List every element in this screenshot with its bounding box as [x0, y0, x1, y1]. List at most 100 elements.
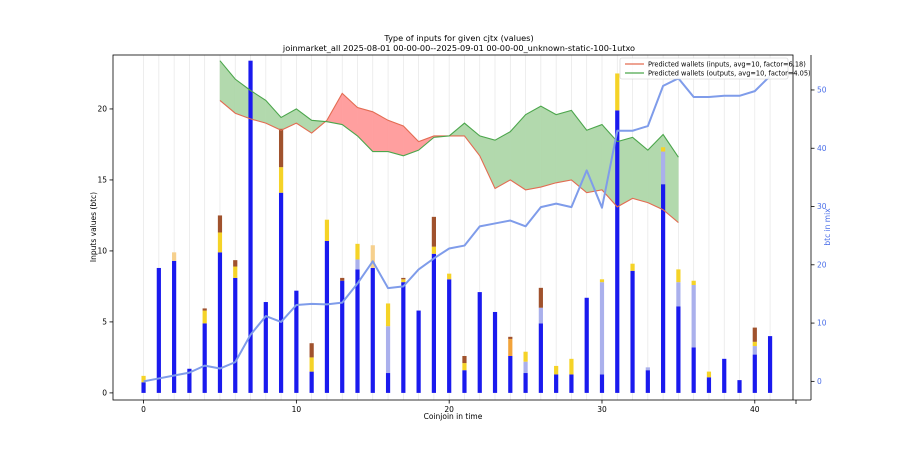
x-tick-label: 0 [141, 405, 146, 414]
fill-between-segment [647, 134, 664, 211]
bar-segment [661, 151, 666, 185]
fill-between-segment [219, 60, 236, 114]
y2-tick-label: 30 [817, 202, 827, 211]
btc-in-mix-line [143, 75, 771, 383]
bar-segment [278, 128, 284, 168]
fill-between-segment [617, 137, 633, 208]
bar-segment [233, 266, 238, 278]
bar-segment [172, 260, 177, 393]
bar-segment [141, 375, 146, 383]
bar-segment [706, 371, 712, 378]
y2-tick-label: 40 [817, 144, 827, 153]
bar-segment [233, 277, 238, 393]
y2-tick-label: 20 [817, 260, 827, 269]
y2-tick-label: 0 [817, 377, 822, 386]
fill-between-segment [479, 135, 496, 189]
y-axis-label: Inputs values (btc) [89, 192, 98, 262]
bar-segment [523, 361, 528, 374]
x-tick-label: 10 [292, 405, 302, 414]
bar-segment [661, 184, 666, 393]
bar-segment [462, 370, 467, 393]
bar-segment [661, 147, 666, 152]
chart-subtitle: joinmarket_all 2025-08-01 00-00-00--2025… [282, 43, 635, 53]
fill-between-segment [525, 105, 542, 191]
bar-segment [538, 287, 543, 308]
bar-segment [202, 310, 207, 324]
bar-segment [217, 215, 223, 233]
bar-segment [462, 355, 467, 364]
bar-segment [217, 232, 223, 253]
bar-segment [263, 302, 268, 393]
bar-segment [248, 60, 253, 393]
x-tick-label: 40 [750, 405, 760, 414]
bar-segment [767, 336, 773, 393]
bar-segment [294, 290, 299, 393]
bar-segment [217, 252, 223, 393]
legend: Predicted wallets (inputs, avg=10, facto… [619, 57, 811, 80]
y2-tick-label: 10 [817, 319, 827, 328]
bar-segment [477, 292, 482, 393]
bar-segment [508, 336, 513, 339]
bar-segment [401, 277, 406, 280]
bar-segment [187, 368, 192, 393]
bar-segment [401, 282, 406, 393]
bar-segment [691, 280, 696, 285]
legend-box [619, 57, 789, 80]
bar-segment [340, 277, 345, 281]
fill-between-segment [632, 136, 649, 203]
bar-segment [447, 273, 452, 280]
bar-segment [599, 279, 605, 283]
fill-between-segment [510, 114, 526, 191]
bar-segment [676, 269, 681, 283]
bars [141, 60, 773, 393]
bar-segment [355, 259, 360, 270]
x-tick-label: 30 [597, 405, 607, 414]
bar-segment [156, 267, 161, 393]
bar-segment [324, 219, 330, 241]
bar-segment [309, 357, 314, 372]
bar-segment [676, 306, 681, 393]
bar-segment [385, 373, 391, 393]
bar-segment [645, 370, 650, 393]
bar-segment [538, 307, 543, 324]
bar-segment [676, 282, 681, 307]
bar-segment [752, 327, 757, 342]
bar-segment [324, 240, 330, 393]
bar-segment [462, 363, 467, 371]
bar-segment [737, 380, 742, 393]
fill-between-segment [586, 124, 603, 193]
bar-segment [645, 367, 650, 371]
y2-axis-label: btc in mix [823, 208, 832, 246]
bar-segment [431, 216, 436, 247]
x-axis-label: Coinjoin in time [424, 412, 483, 421]
bar-segment [202, 323, 207, 393]
bar-segment [554, 374, 559, 393]
legend-label-inputs: Predicted wallets (inputs, avg=10, facto… [648, 61, 806, 69]
x-axis: 0 10 20 30 40 [141, 400, 760, 414]
bar-segment [278, 167, 284, 193]
fill-between-segment [571, 109, 587, 194]
bar-segment [615, 73, 620, 111]
bar-segment [706, 377, 712, 393]
bar-segment [370, 245, 375, 268]
bar-segment [401, 279, 406, 283]
bar-segment [569, 374, 574, 393]
bar-segment [523, 373, 528, 393]
bar-segment [202, 308, 207, 311]
bar-segment [508, 338, 513, 356]
bar-segment [599, 374, 605, 393]
bar-segment [569, 358, 574, 375]
bar-segment [554, 365, 559, 375]
bar-segment [752, 341, 757, 347]
bar-segment [416, 310, 421, 393]
y2-tick-label: 50 [817, 86, 827, 95]
fill-between-segment [296, 108, 312, 134]
predicted-outputs-line [219, 60, 679, 158]
bar-segment [309, 371, 314, 393]
bar-segment [340, 280, 345, 393]
bar-segment [309, 343, 314, 358]
bar-segment [431, 246, 436, 254]
fill-between-segment [372, 111, 389, 152]
bar-segment [431, 253, 436, 393]
